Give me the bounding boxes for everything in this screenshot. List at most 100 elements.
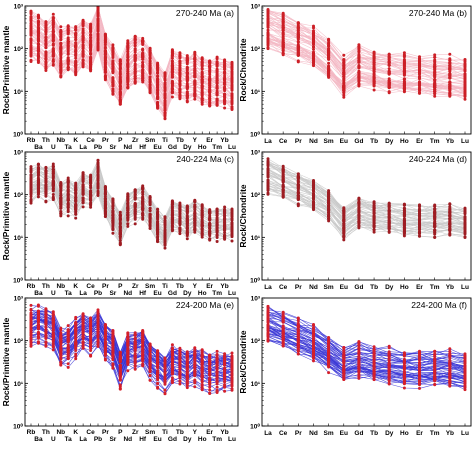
data-point [163,117,167,121]
data-point [81,176,85,180]
data-point [29,50,33,54]
data-point [185,231,189,235]
data-point [230,226,234,230]
data-point [51,47,55,50]
sample-line [267,165,466,217]
data-point [342,66,346,70]
x-tick-label: Er [416,138,423,145]
x-tick-label: Ce [279,138,288,145]
x-tick-label: K [73,283,78,290]
data-point [81,36,85,40]
data-point [208,232,212,236]
data-point [223,205,227,209]
data-point [170,48,174,52]
data-point [200,97,204,100]
data-point [103,37,107,41]
data-point [266,36,270,40]
data-point [230,61,234,65]
data-point [141,206,145,210]
data-point [89,175,93,179]
data-point [156,95,160,99]
data-point [126,201,130,205]
data-point [312,204,315,208]
x-tick-label: P [118,283,123,290]
data-point [111,204,115,208]
data-point [215,233,219,237]
data-point [96,164,100,168]
data-point [215,216,219,220]
data-point [208,85,212,89]
x-tick-label: Nb [56,283,65,290]
sample-line [30,14,233,81]
data-point [223,58,227,62]
data-point [266,192,270,196]
data-point [193,203,197,207]
x-tick-label: Pr [295,138,302,145]
data-point [418,70,421,73]
data-point [59,41,63,45]
data-point [74,65,78,69]
data-point [111,89,115,93]
sample-line [30,179,233,240]
data-point [103,212,107,216]
data-point [418,88,421,92]
sample-line [267,160,466,212]
data-point [200,224,204,228]
data-point [29,189,33,192]
data-point [312,51,315,54]
data-point [36,195,40,199]
data-point [118,67,122,71]
panel-title: 240-224 Ma (c) [176,154,234,164]
data-point [163,227,167,231]
data-point [111,68,115,72]
data-point [126,81,130,85]
data-point [357,45,361,49]
data-point [148,56,152,60]
data-point [215,60,219,64]
data-point [387,227,391,231]
data-point [148,49,152,53]
data-point [433,83,437,87]
sample-line [30,163,233,219]
data-point [185,82,189,86]
data-point [312,41,315,45]
data-point [200,233,204,237]
data-point [266,157,270,161]
data-point [185,85,189,89]
data-point [81,201,85,205]
data-point [148,52,152,56]
data-point [59,45,63,49]
data-point [111,71,115,75]
data-point [266,23,270,26]
data-point [81,58,85,62]
x-tick-label: Pb [94,144,102,151]
data-point [51,22,55,26]
data-point [230,79,234,83]
data-point [170,81,174,85]
data-point [156,106,160,110]
data-point [281,25,285,29]
data-point [372,67,376,71]
data-point [36,32,40,36]
data-point [230,73,234,77]
data-point [387,81,391,85]
data-point [89,45,93,49]
data-point [126,86,130,89]
x-tick-label: Ti [162,283,168,290]
data-point [200,72,204,76]
data-point [296,40,300,44]
data-point [185,79,189,83]
sample-line [267,183,466,229]
sample-line [267,20,466,75]
data-point [81,52,85,56]
sample-line [30,185,233,242]
data-point [51,187,55,190]
sample-line [30,177,233,237]
data-point [281,41,285,45]
sample-line [30,165,233,223]
x-tick-label: Er [206,283,213,290]
data-point [463,235,467,239]
x-tick-label: Y [193,137,198,144]
data-point [387,60,391,64]
x-tick-label: Er [206,137,213,144]
